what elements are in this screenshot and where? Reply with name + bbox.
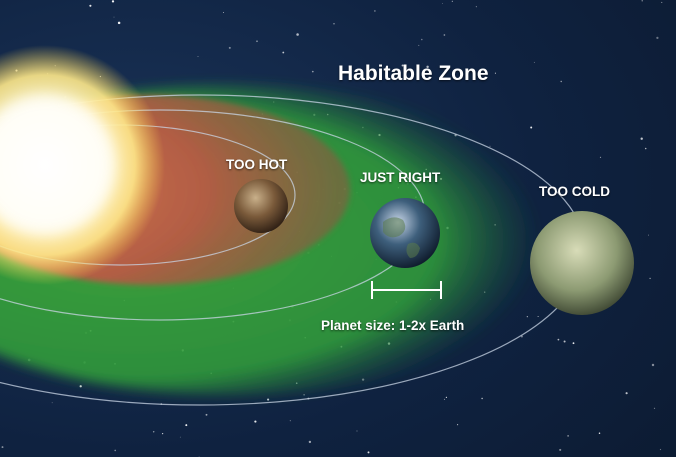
star bbox=[656, 36, 659, 40]
star bbox=[651, 363, 655, 367]
star bbox=[644, 147, 647, 150]
star bbox=[308, 440, 312, 444]
star bbox=[659, 448, 662, 451]
star bbox=[289, 420, 291, 422]
star bbox=[572, 342, 575, 345]
star bbox=[559, 448, 562, 451]
star bbox=[205, 413, 208, 416]
star bbox=[451, 0, 453, 2]
star bbox=[453, 71, 456, 74]
star bbox=[444, 69, 447, 72]
star bbox=[179, 436, 181, 438]
planet-too-hot bbox=[234, 179, 288, 233]
star bbox=[114, 449, 116, 452]
star bbox=[457, 424, 459, 426]
planet-size-bracket bbox=[371, 281, 442, 299]
star bbox=[661, 1, 663, 3]
star bbox=[228, 46, 231, 49]
planet-too-cold bbox=[530, 211, 634, 315]
star bbox=[625, 392, 628, 395]
star bbox=[641, 0, 643, 2]
star bbox=[356, 430, 358, 432]
star bbox=[640, 137, 643, 140]
star bbox=[585, 188, 588, 191]
star bbox=[445, 396, 448, 399]
star bbox=[161, 432, 164, 435]
star bbox=[117, 21, 121, 25]
star bbox=[598, 432, 601, 434]
star bbox=[560, 80, 562, 83]
star bbox=[418, 44, 420, 46]
star bbox=[282, 51, 285, 54]
star bbox=[367, 451, 370, 454]
star bbox=[530, 126, 533, 129]
star bbox=[441, 3, 443, 4]
star bbox=[567, 435, 569, 437]
star bbox=[443, 398, 446, 400]
label-too-hot: TOO HOT bbox=[226, 157, 288, 172]
star bbox=[79, 385, 82, 388]
label-just-right: JUST RIGHT bbox=[360, 170, 441, 185]
star bbox=[648, 234, 650, 236]
star bbox=[533, 61, 535, 63]
diagram-title: Habitable Zone bbox=[338, 62, 489, 85]
star bbox=[256, 40, 258, 43]
star bbox=[563, 340, 566, 343]
star bbox=[197, 55, 199, 58]
star bbox=[223, 12, 224, 14]
star bbox=[333, 23, 335, 25]
star bbox=[401, 64, 404, 67]
planet-just-right bbox=[370, 198, 440, 268]
star bbox=[113, 16, 115, 18]
star bbox=[494, 72, 496, 74]
star bbox=[51, 402, 53, 404]
label-too-cold: TOO COLD bbox=[539, 184, 611, 199]
star bbox=[111, 0, 115, 3]
star bbox=[649, 277, 651, 280]
star bbox=[185, 424, 188, 427]
star bbox=[89, 4, 92, 7]
star bbox=[557, 338, 560, 341]
earth-continents bbox=[383, 217, 420, 258]
star bbox=[475, 6, 477, 8]
star bbox=[653, 407, 656, 409]
star bbox=[311, 70, 314, 73]
star bbox=[443, 34, 446, 36]
star bbox=[152, 431, 155, 433]
star bbox=[254, 420, 257, 423]
star bbox=[421, 38, 423, 41]
star bbox=[426, 65, 429, 69]
star bbox=[374, 10, 376, 12]
planet-size-note: Planet size: 1-2x Earth bbox=[321, 318, 465, 333]
star bbox=[296, 33, 299, 36]
star bbox=[599, 156, 602, 159]
star bbox=[537, 316, 539, 317]
sun-core bbox=[0, 95, 115, 235]
star bbox=[481, 397, 483, 400]
star bbox=[1, 446, 4, 449]
star bbox=[303, 394, 305, 396]
star bbox=[267, 398, 270, 401]
